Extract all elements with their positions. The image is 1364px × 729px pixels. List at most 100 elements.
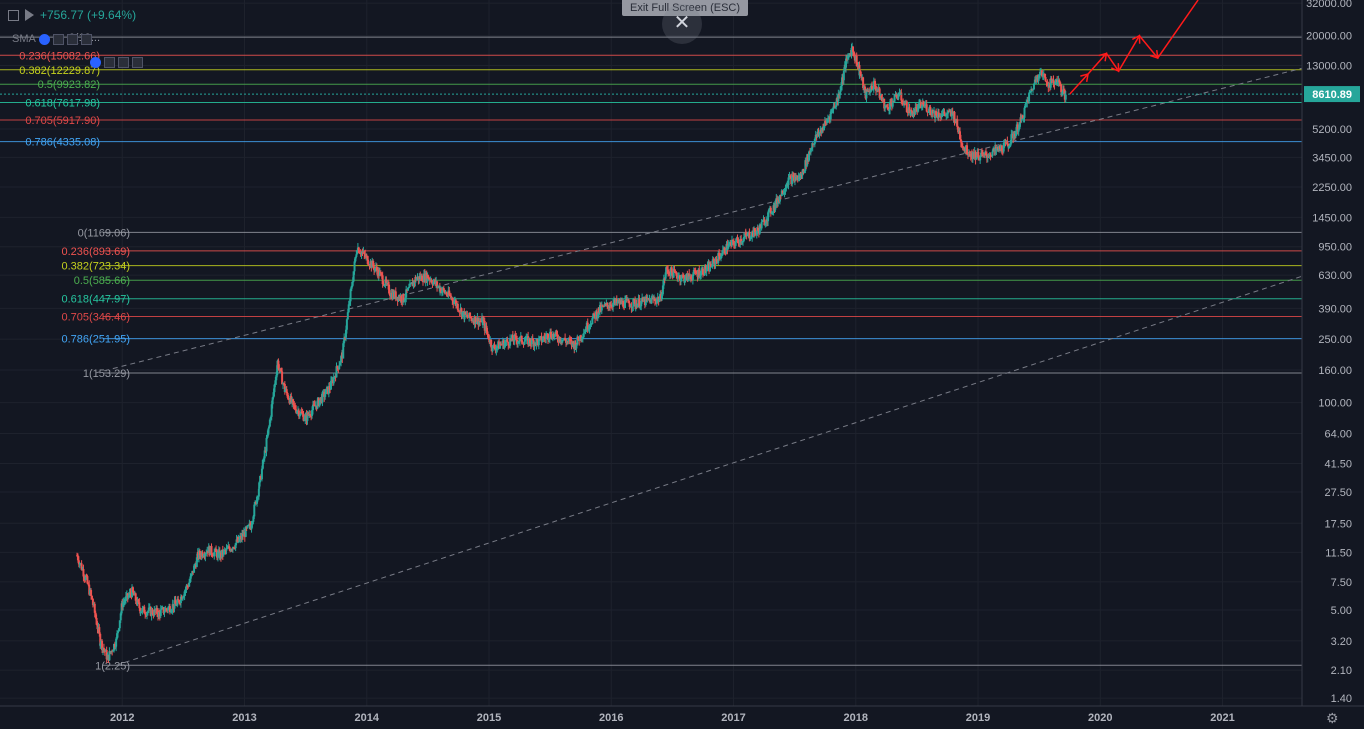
candle-body	[778, 195, 781, 202]
candle-body	[559, 337, 562, 342]
indicator-sma[interactable]: SMA	[12, 33, 92, 45]
candle-body	[679, 278, 682, 281]
candle-body	[636, 303, 639, 308]
candle-body	[268, 419, 271, 427]
candle-body	[1000, 145, 1003, 151]
close-fullscreen-button[interactable]: ✕	[662, 4, 702, 44]
candle-body	[139, 612, 142, 614]
candle-body	[495, 347, 498, 351]
settings-icon[interactable]	[104, 57, 115, 68]
candle-body	[688, 273, 691, 277]
candle-body	[332, 376, 335, 384]
candle-body	[572, 341, 575, 344]
candle-body	[188, 581, 191, 583]
price-tick-label: 5200.00	[1312, 124, 1352, 136]
candle-body	[981, 152, 984, 154]
fib-level-label: 0.236(893.69)	[62, 246, 131, 258]
collapse-icon[interactable]	[8, 9, 19, 21]
remove-icon[interactable]	[132, 57, 143, 68]
candle-body	[675, 272, 678, 276]
candle-body	[960, 142, 963, 147]
time-axis: 2012 2013 2014 2015 2016 2017 2018 2019 2020 2021	[0, 705, 1364, 729]
candle-body	[898, 92, 901, 96]
indicator-fib[interactable]	[90, 57, 143, 68]
candle-body	[640, 301, 643, 307]
candle-body	[342, 343, 345, 359]
candle-body	[256, 496, 259, 504]
eye-icon[interactable]	[38, 33, 50, 45]
candle-body	[394, 291, 397, 300]
candle-body	[493, 345, 496, 349]
candle-body	[663, 278, 666, 280]
candle-body	[283, 384, 286, 393]
candle-body	[184, 589, 187, 592]
candle-body	[298, 414, 301, 417]
remove-icon[interactable]	[80, 33, 92, 45]
candle-body	[115, 638, 118, 647]
candle-body	[582, 333, 585, 338]
candle-body	[169, 611, 172, 613]
candle-body	[547, 339, 550, 341]
flag-icon[interactable]	[25, 9, 34, 21]
candle-body	[124, 596, 127, 601]
chart-settings-icon[interactable]: ⚙	[1326, 710, 1339, 726]
candle-body	[872, 81, 875, 90]
candle-body	[889, 101, 892, 110]
candle-body	[954, 122, 957, 124]
candle-body	[457, 310, 460, 312]
candle-body	[840, 85, 843, 91]
source-icon[interactable]	[118, 57, 129, 68]
candle-body	[568, 339, 571, 341]
candle-body	[647, 298, 650, 300]
candle-body	[189, 576, 192, 582]
candle-body	[915, 107, 918, 109]
candle-body	[615, 298, 618, 304]
candle-body	[905, 101, 908, 113]
candle-body	[927, 111, 930, 113]
candle-body	[679, 275, 682, 281]
candle-body	[784, 188, 787, 193]
candle-body	[662, 278, 665, 286]
candle-body	[1021, 115, 1024, 119]
settings-icon[interactable]	[52, 33, 64, 45]
exit-fullscreen-button[interactable]: Exit Full Screen (ESC)	[622, 0, 748, 16]
candle-body	[267, 426, 270, 429]
candle-body	[577, 336, 580, 340]
candle-body	[918, 103, 921, 106]
candle-body	[841, 77, 844, 86]
candle-body	[344, 329, 347, 338]
candle-body	[1059, 82, 1062, 85]
candle-body	[843, 64, 846, 71]
candle-body	[724, 253, 727, 255]
candle-body	[1049, 78, 1052, 88]
candle-body	[767, 212, 770, 222]
candle-body	[234, 543, 237, 549]
candle-body	[764, 223, 767, 226]
trendline	[115, 275, 1303, 666]
candle-body	[483, 320, 486, 331]
candle-body	[878, 88, 881, 98]
candle-body	[215, 548, 218, 552]
candle-body	[541, 340, 544, 342]
candle-body	[600, 305, 603, 311]
candle-body	[1032, 89, 1035, 91]
candle-body	[151, 609, 154, 615]
candle-body	[144, 613, 147, 615]
projection-arrowhead	[1110, 63, 1120, 73]
candle-body	[746, 233, 749, 237]
fib-level-label: 0.382(12229.87)	[19, 65, 100, 77]
candle-body	[886, 105, 889, 108]
candle-body	[763, 219, 766, 226]
candle-body	[453, 301, 456, 304]
candle-body	[862, 77, 865, 89]
candle-body	[508, 345, 511, 347]
candle-body	[105, 649, 108, 660]
candle-body	[939, 116, 942, 118]
eye-icon[interactable]	[90, 57, 101, 68]
time-tick-label: 2019	[966, 712, 990, 724]
indicator-label: SMA	[12, 33, 36, 45]
candle-body	[692, 270, 695, 275]
source-icon[interactable]	[66, 33, 78, 45]
candle-body	[379, 271, 382, 274]
